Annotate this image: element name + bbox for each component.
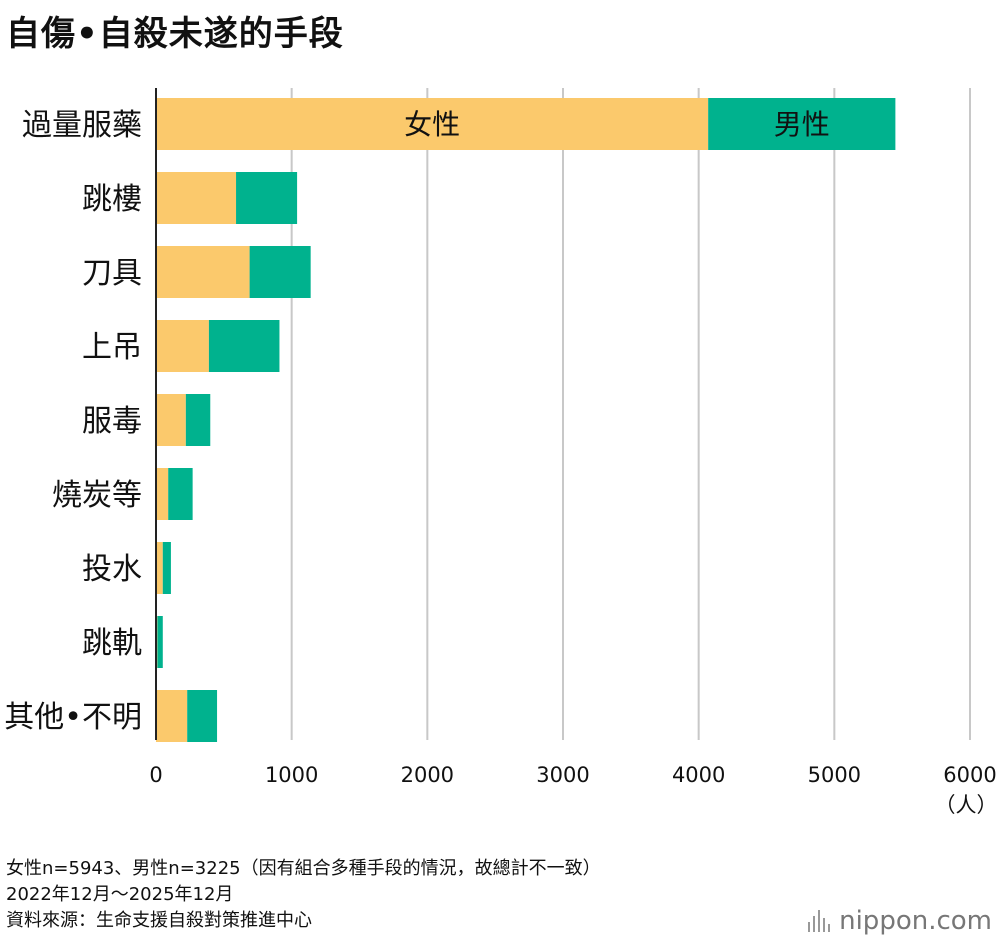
category-label: 燒炭等: [52, 478, 142, 513]
bar-female: [156, 468, 169, 520]
x-tick-label: 5000: [808, 763, 861, 787]
category-label: 其他•不明: [4, 700, 142, 735]
bar-female: [156, 172, 237, 224]
bar-female: [156, 690, 188, 742]
category-label: 跳軌: [82, 626, 142, 661]
bar-male: [168, 468, 193, 520]
bar-male: [162, 542, 171, 594]
x-tick-label: 6000: [943, 763, 996, 787]
bar-male: [708, 98, 896, 150]
bar-female: [156, 98, 709, 150]
category-label: 投水: [82, 552, 142, 587]
stacked-bar-chart: 0 1000 2000 3000 4000 5000 6000 （人） 女性 男性 過量服藥跳樓刀具…: [4, 88, 998, 817]
x-unit-label: （人）: [935, 793, 998, 817]
bar-female: [156, 320, 209, 372]
category-label: 刀具: [82, 256, 142, 291]
bar-male: [236, 172, 298, 224]
x-tick-label: 0: [149, 763, 162, 787]
bar-male: [249, 246, 311, 298]
x-tick-label: 3000: [536, 763, 589, 787]
footnotes: 女性n=5943、男性n=3225（因有組合多種手段的情況，故總計不一致） 20…: [6, 856, 601, 934]
brand-logo: nippon.com: [808, 906, 992, 936]
series-label: 男性: [774, 108, 830, 141]
sound-bars-icon: [808, 910, 833, 932]
bar-female: [156, 246, 250, 298]
x-tick-label: 4000: [672, 763, 725, 787]
bar-male: [157, 616, 163, 668]
category-label: 過量服藥: [22, 108, 142, 143]
x-tick-label: 1000: [265, 763, 318, 787]
category-label: 服毒: [82, 404, 142, 439]
bar-male: [187, 690, 218, 742]
source-note: 資料來源：生命支援自殺對策推進中心: [6, 910, 312, 931]
category-label: 跳樓: [82, 182, 142, 217]
category-label: 上吊: [82, 330, 142, 365]
bar-female: [156, 394, 186, 446]
x-tick-label: 2000: [401, 763, 454, 787]
period-note: 2022年12月～2025年12月: [6, 884, 234, 905]
series-label: 女性: [404, 108, 460, 141]
chart-title: 自傷•自殺未遂的手段: [6, 14, 344, 54]
bar-male: [208, 320, 280, 372]
bar-male: [185, 394, 211, 446]
bar-female: [156, 542, 163, 594]
brand-name: nippon.com: [839, 906, 992, 936]
sample-size-note: 女性n=5943、男性n=3225（因有組合多種手段的情況，故總計不一致）: [6, 858, 601, 879]
